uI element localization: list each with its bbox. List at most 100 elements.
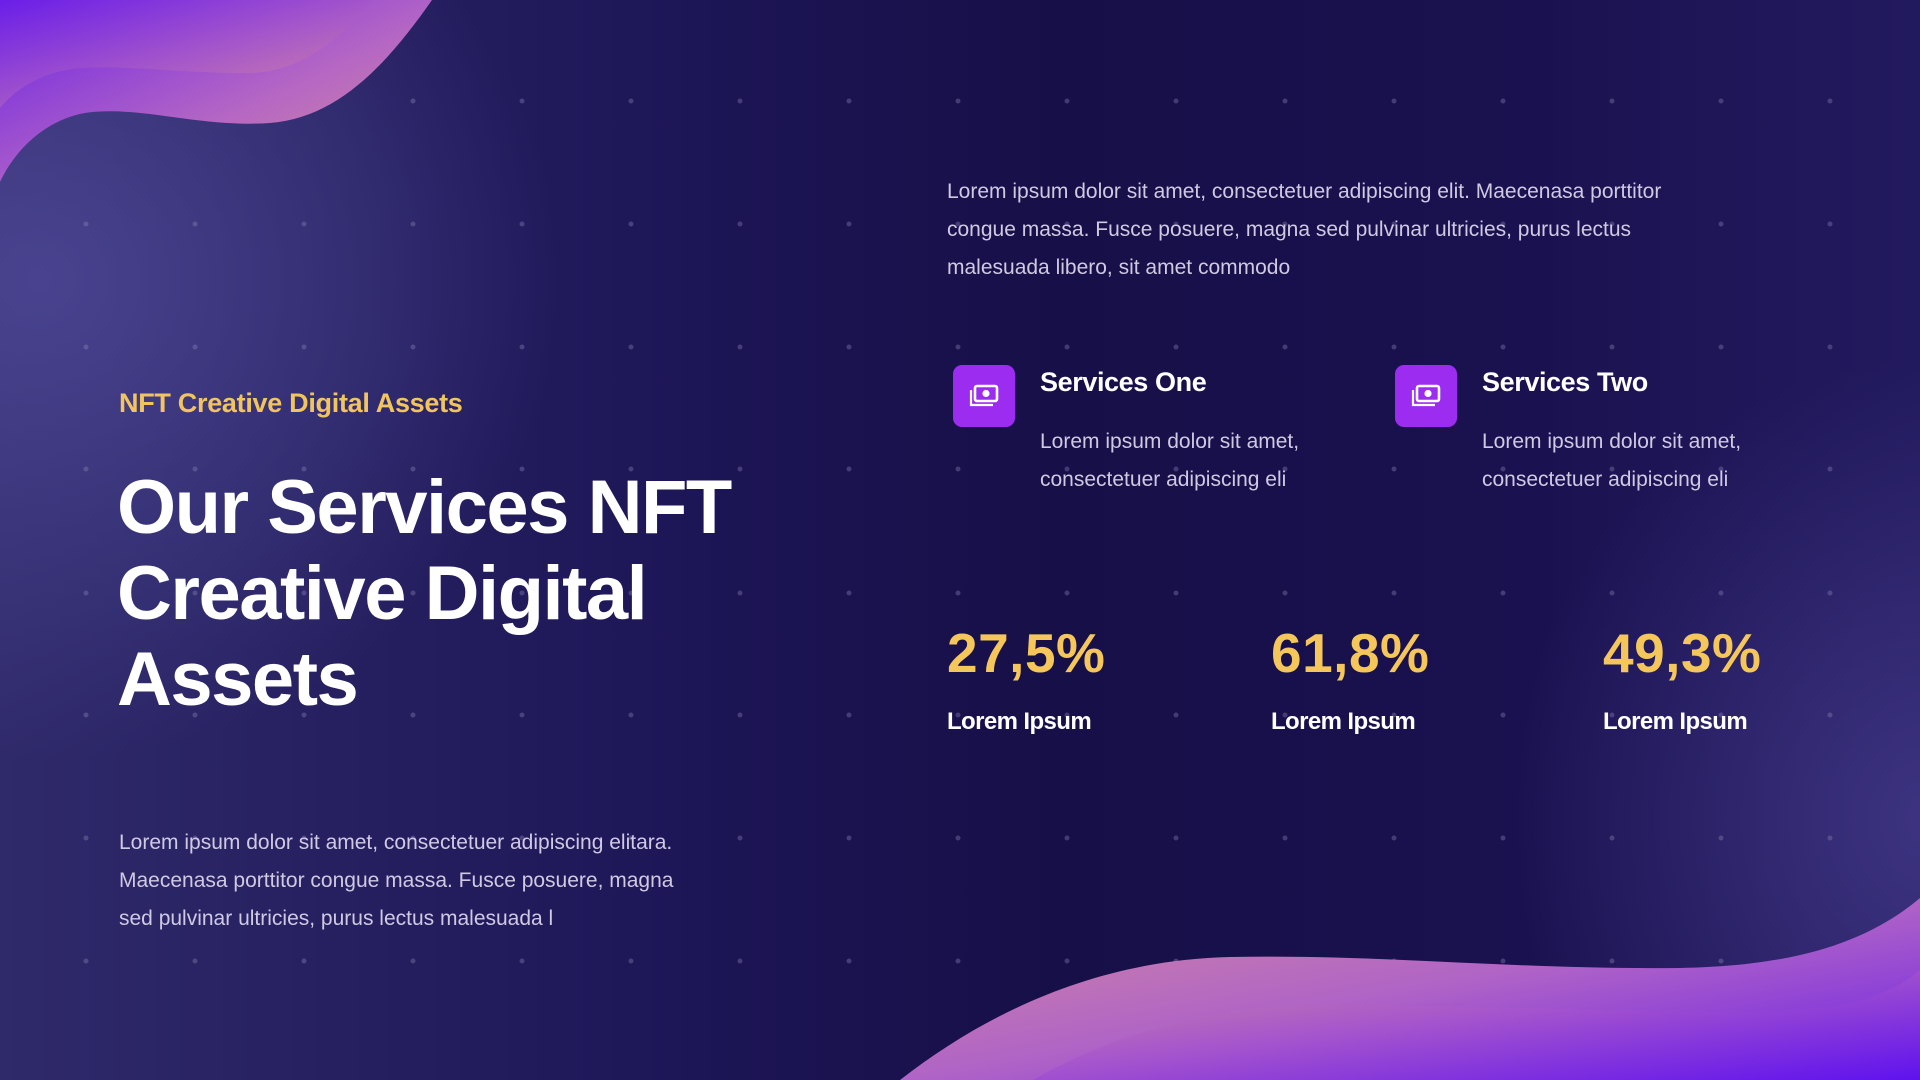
grid-dot — [846, 221, 852, 227]
stat-label: Lorem Ipsum — [1271, 708, 1416, 735]
grid-dot — [1282, 98, 1288, 104]
description-line: Lorem ipsum dolor sit amet, — [1482, 430, 1742, 453]
grid-dot — [1173, 98, 1179, 104]
service-icon-box — [953, 365, 1015, 427]
grid-dot — [955, 466, 961, 472]
grid-dot — [955, 712, 961, 718]
grid-dot — [301, 712, 307, 718]
stat-one: 27,5% Lorem Ipsum — [947, 620, 1105, 736]
grid-dot — [1827, 98, 1833, 104]
grid-dot — [519, 344, 525, 350]
stat-two: 61,8% Lorem Ipsum — [1271, 620, 1429, 736]
stat-value: 49,3% — [1603, 622, 1762, 684]
grid-dot — [628, 712, 634, 718]
grid-dot — [1282, 590, 1288, 596]
grid-dot — [1391, 590, 1397, 596]
grid-dot — [1282, 466, 1288, 472]
grid-dot — [737, 98, 743, 104]
grid-dot — [1827, 344, 1833, 350]
grid-dot — [1718, 958, 1724, 964]
grid-dot — [1173, 835, 1179, 841]
grid-dot — [955, 221, 961, 227]
grid-dot — [301, 466, 307, 472]
slide-headline: Our Services NFT Creative Digital Assets — [117, 465, 817, 723]
service-icon-box — [1395, 365, 1457, 427]
grid-dot — [519, 712, 525, 718]
grid-dot — [1391, 466, 1397, 472]
stat-value: 27,5% — [947, 622, 1106, 684]
stat-label: Lorem Ipsum — [947, 708, 1092, 735]
service-description: Lorem ipsum dolor sit amet, consectetuer… — [1482, 423, 1812, 499]
grid-dot — [1500, 590, 1506, 596]
grid-dot — [1282, 221, 1288, 227]
grid-dot — [83, 590, 89, 596]
grid-dot — [846, 344, 852, 350]
grid-dot — [301, 590, 307, 596]
grid-dot — [1173, 344, 1179, 350]
grid-dot — [1282, 344, 1288, 350]
grid-dot — [628, 958, 634, 964]
grid-dot — [846, 590, 852, 596]
bottom-right-wave-inner — [1033, 970, 1920, 1080]
grid-dot — [1609, 221, 1615, 227]
grid-dot — [1064, 590, 1070, 596]
grid-dot — [410, 712, 416, 718]
grid-dot — [519, 221, 525, 227]
grid-dot — [737, 344, 743, 350]
grid-dot — [1064, 835, 1070, 841]
grid-dot — [1500, 344, 1506, 350]
service-title: Services One — [1040, 367, 1207, 397]
left-body-paragraph: Lorem ipsum dolor sit amet, consectetuer… — [119, 824, 799, 938]
grid-dot — [1500, 712, 1506, 718]
grid-dot — [83, 344, 89, 350]
grid-dot — [192, 590, 198, 596]
grid-dot — [1173, 712, 1179, 718]
stat-value: 61,8% — [1271, 622, 1430, 684]
grid-dot — [1500, 98, 1506, 104]
money-icon — [1411, 384, 1441, 407]
grid-dot — [737, 590, 743, 596]
grid-dot — [192, 958, 198, 964]
grid-dot — [192, 835, 198, 841]
service-description: Lorem ipsum dolor sit amet, consectetuer… — [1040, 423, 1370, 499]
grid-dot — [628, 344, 634, 350]
grid-dot — [1173, 590, 1179, 596]
grid-dot — [1500, 835, 1506, 841]
grid-dot — [1064, 712, 1070, 718]
grid-dot — [83, 712, 89, 718]
grid-dot — [192, 221, 198, 227]
headline-line: Our Services NFT — [117, 465, 732, 550]
grid-dot — [1827, 835, 1833, 841]
grid-dot — [737, 221, 743, 227]
paragraph-line: Lorem ipsum dolor sit amet, consectetuer… — [119, 831, 673, 854]
grid-dot — [1718, 221, 1724, 227]
paragraph-line: Maecenasa porttitor congue massa. Fusce … — [119, 869, 674, 892]
grid-dot — [519, 590, 525, 596]
grid-dot — [1064, 98, 1070, 104]
grid-dot — [1609, 712, 1615, 718]
paragraph-line: sed pulvinar ultricies, purus lectus mal… — [119, 907, 554, 930]
grid-dot — [1609, 958, 1615, 964]
grid-dot — [1609, 590, 1615, 596]
grid-dot — [301, 958, 307, 964]
grid-dot — [1500, 958, 1506, 964]
grid-dot — [519, 466, 525, 472]
slide-subtitle: NFT Creative Digital Assets — [119, 388, 463, 418]
grid-dot — [1718, 98, 1724, 104]
grid-dot — [1718, 835, 1724, 841]
paragraph-line: malesuada libero, sit amet commodo — [947, 256, 1291, 279]
grid-dot — [955, 835, 961, 841]
grid-dot — [628, 221, 634, 227]
grid-dot — [1718, 466, 1724, 472]
grid-dot — [1173, 466, 1179, 472]
grid-dot — [628, 98, 634, 104]
grid-dot — [410, 466, 416, 472]
grid-dot — [1173, 958, 1179, 964]
grid-dot — [737, 712, 743, 718]
grid-dot — [846, 835, 852, 841]
grid-dot — [846, 98, 852, 104]
grid-dot — [519, 958, 525, 964]
grid-dot — [519, 835, 525, 841]
headline-line: Assets — [117, 637, 359, 722]
